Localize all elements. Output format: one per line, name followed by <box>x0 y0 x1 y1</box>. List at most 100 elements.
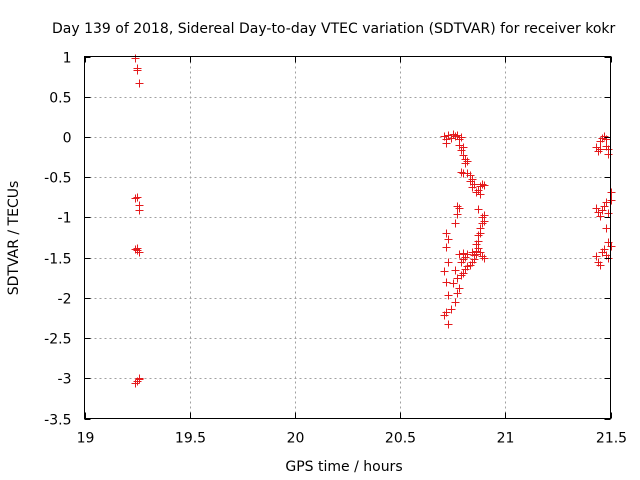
data-point <box>461 253 470 262</box>
data-point <box>440 267 449 276</box>
data-point <box>600 245 609 254</box>
data-point <box>459 249 468 258</box>
data-point <box>459 151 468 160</box>
data-point <box>468 175 477 184</box>
data-point <box>472 240 481 249</box>
data-point <box>444 320 453 329</box>
data-point <box>455 141 464 150</box>
data-point <box>457 133 466 142</box>
data-point <box>478 252 487 261</box>
data-point <box>455 284 464 293</box>
data-point <box>602 198 611 207</box>
y-tick-label: 1 <box>63 51 72 67</box>
data-point <box>461 159 470 168</box>
data-point <box>133 246 142 255</box>
data-point <box>592 204 601 213</box>
data-point <box>602 224 611 233</box>
x-tick-label: 20 <box>287 431 305 447</box>
x-axis-label: GPS time / hours <box>285 459 402 475</box>
data-point <box>444 235 453 244</box>
data-point <box>476 229 485 238</box>
data-point <box>451 298 460 307</box>
data-point <box>480 217 489 226</box>
data-point <box>596 212 605 221</box>
data-point <box>457 168 466 177</box>
y-tick-label: -3 <box>58 372 72 388</box>
y-tick-label: -2 <box>58 292 72 308</box>
data-point <box>447 305 456 314</box>
data-point <box>442 139 451 148</box>
data-point <box>478 180 487 189</box>
data-point <box>598 206 607 215</box>
x-tick-label: 21.5 <box>596 431 627 447</box>
y-tick-label: 0 <box>63 131 72 147</box>
data-point <box>604 150 613 159</box>
data-point <box>131 194 140 203</box>
data-point <box>600 202 609 211</box>
data-points <box>131 54 616 388</box>
data-point <box>131 54 140 63</box>
x-tick-label: 19 <box>77 431 95 447</box>
y-axis-label: SDTVAR / TECUs <box>6 181 22 296</box>
data-point <box>476 248 485 257</box>
data-point <box>135 374 144 383</box>
data-point <box>453 202 462 211</box>
data-point <box>474 205 483 214</box>
plot-frame <box>84 56 611 419</box>
x-tick-label: 21 <box>497 431 515 447</box>
data-point <box>480 181 489 190</box>
data-point <box>135 79 144 88</box>
data-point <box>594 208 603 217</box>
data-point <box>474 186 483 195</box>
data-point <box>442 278 451 287</box>
data-point <box>449 130 458 139</box>
data-point <box>451 219 460 228</box>
data-point <box>440 311 449 320</box>
data-point <box>470 180 479 189</box>
data-point <box>453 131 462 140</box>
y-tick-label: 0.5 <box>49 91 71 107</box>
y-tick-label: -1.5 <box>44 252 71 268</box>
data-point <box>596 145 605 154</box>
x-tick-label: 19.5 <box>175 431 206 447</box>
data-point <box>453 274 462 283</box>
data-point <box>444 291 453 300</box>
data-point <box>596 261 605 270</box>
data-point <box>442 229 451 238</box>
y-tick-label: -1 <box>58 211 72 227</box>
data-point <box>455 250 464 259</box>
data-point <box>457 258 466 267</box>
data-point <box>447 134 456 143</box>
data-point <box>453 210 462 219</box>
data-point <box>442 243 451 252</box>
data-point <box>476 190 485 199</box>
data-point <box>480 254 489 263</box>
data-point <box>602 135 611 144</box>
data-point <box>131 379 140 388</box>
data-point <box>463 157 472 166</box>
data-point <box>598 134 607 143</box>
x-tick-label: 20.5 <box>385 431 416 447</box>
data-point <box>135 248 144 257</box>
data-point <box>607 242 616 251</box>
data-point <box>472 250 481 259</box>
data-point <box>607 196 616 205</box>
y-tick-labels: 1 0.5 0 -0.5 -1 -1.5 -2 -2.5 -3 -3.5 <box>44 51 71 429</box>
data-point <box>133 66 142 75</box>
data-point <box>133 193 142 202</box>
data-point <box>459 269 468 278</box>
y-tick-label: -3.5 <box>44 413 71 429</box>
x-tick-labels: 19 19.5 20 20.5 21 21.5 <box>77 431 628 447</box>
data-point <box>135 206 144 215</box>
y-tick-label: -2.5 <box>44 332 71 348</box>
data-point <box>478 219 487 228</box>
data-point <box>592 143 601 152</box>
y-tick-label: -0.5 <box>44 171 71 187</box>
data-point <box>604 209 613 218</box>
grid-lines <box>84 56 611 419</box>
axis-ticks <box>84 56 612 420</box>
data-point <box>476 182 485 191</box>
chart-title: Day 139 of 2018, Sidereal Day-to-day VTE… <box>52 21 615 37</box>
data-point <box>472 188 481 197</box>
data-point <box>444 258 453 267</box>
